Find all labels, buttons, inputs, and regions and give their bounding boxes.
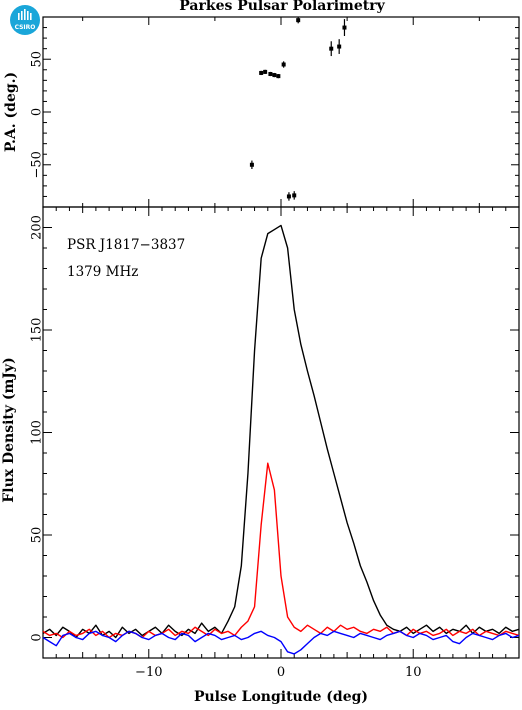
pa-point bbox=[259, 70, 264, 76]
frequency-label: 1379 MHz bbox=[67, 264, 138, 280]
pa-ytick-label: −50 bbox=[30, 151, 45, 178]
pa-data-points bbox=[249, 17, 347, 201]
flux-series-group bbox=[42, 224, 520, 655]
csiro-logo-text: CSIRO bbox=[15, 24, 36, 31]
flux-xtick-label: 0 bbox=[277, 665, 285, 680]
pa-point bbox=[263, 69, 268, 74]
pa-point bbox=[286, 192, 291, 201]
csiro-logo: CSIRO bbox=[10, 5, 40, 35]
pa-point bbox=[281, 61, 286, 68]
total-intensity-line bbox=[42, 224, 520, 639]
flux-axis-ticks bbox=[43, 206, 519, 659]
flux-ytick-label: 100 bbox=[30, 420, 45, 445]
flux-tick-labels: 0 50 100 150 200 −10 0 10 bbox=[30, 215, 422, 680]
csiro-logo-bars bbox=[18, 9, 32, 20]
flux-ytick-label: 0 bbox=[30, 633, 45, 641]
linear-polarization-line bbox=[42, 462, 520, 639]
flux-ytick-label: 150 bbox=[30, 318, 45, 343]
pa-point bbox=[296, 17, 301, 24]
pa-ytick-label: 50 bbox=[30, 51, 45, 68]
pa-ytick-label: 0 bbox=[30, 108, 45, 116]
flux-ytick-label: 200 bbox=[30, 215, 45, 240]
pa-point bbox=[268, 71, 273, 77]
flux-ytick-label: 50 bbox=[30, 527, 45, 544]
pulsar-name: PSR J1817−3837 bbox=[67, 237, 185, 253]
pa-point bbox=[342, 19, 347, 36]
flux-xtick-label: 10 bbox=[405, 665, 422, 680]
circular-polarization-line bbox=[42, 630, 520, 655]
pa-point bbox=[249, 160, 254, 169]
pa-point bbox=[292, 191, 297, 200]
pa-panel-frame bbox=[42, 16, 520, 208]
pa-tick-labels: −50 0 50 bbox=[30, 51, 45, 179]
flux-xlabel: Pulse Longitude (deg) bbox=[194, 689, 368, 705]
pa-axis-ticks bbox=[43, 17, 519, 207]
pa-ylabel: P.A. (deg.) bbox=[3, 72, 19, 152]
pa-point bbox=[272, 72, 277, 78]
pa-point bbox=[276, 74, 281, 79]
flux-xtick-label: −10 bbox=[135, 665, 162, 680]
chart-title: Parkes Pulsar Polarimetry bbox=[179, 0, 385, 14]
pa-point bbox=[329, 41, 334, 57]
pa-point bbox=[337, 39, 342, 54]
flux-ylabel: Flux Density (mJy) bbox=[1, 357, 17, 502]
